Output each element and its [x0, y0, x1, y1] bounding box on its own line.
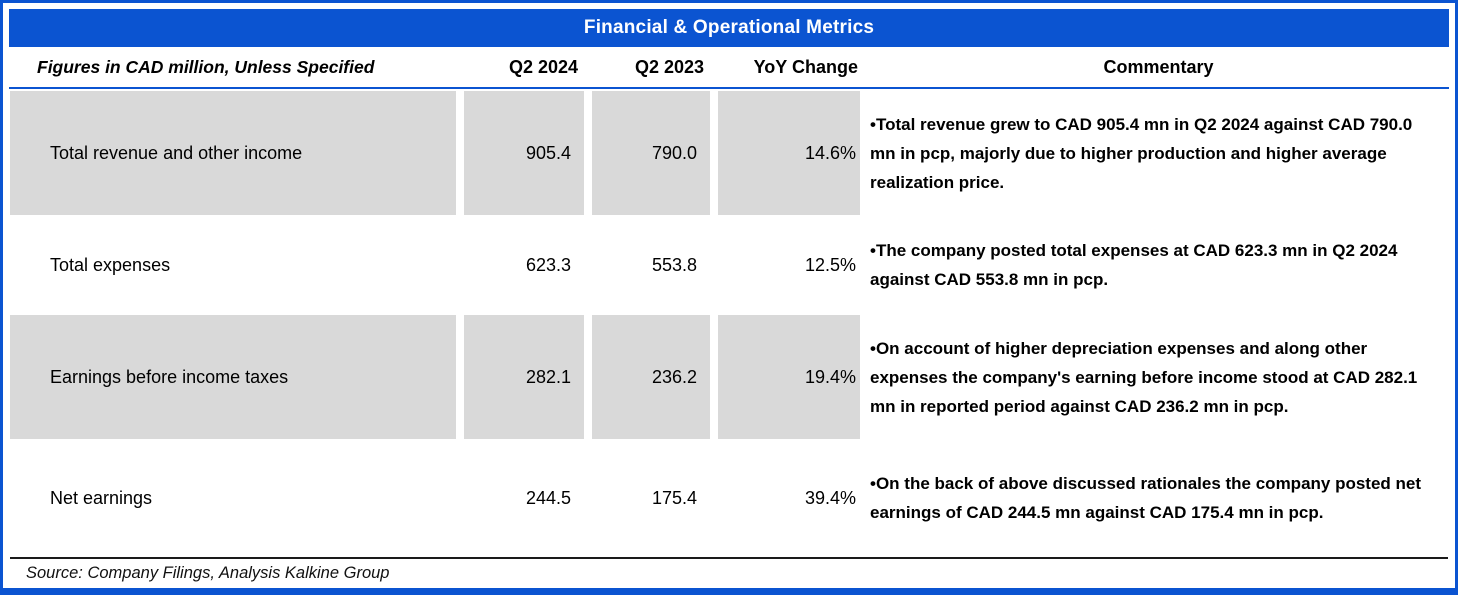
q2-2024-value: 244.5 — [525, 487, 571, 508]
yoy-change-value: 12.5% — [804, 254, 856, 275]
table-title-bar: Financial & Operational Metrics — [9, 9, 1449, 47]
table-row-net-earnings: Net earnings 244.5 175.4 39.4% •On the b… — [10, 439, 1449, 557]
metric-label: Total expenses — [50, 254, 171, 275]
column-header-q2-2023: Q2 2023 — [634, 56, 704, 77]
q2-2024-value: 282.1 — [464, 315, 584, 439]
table-row-total-revenue: Total revenue and other income 905.4 790… — [10, 91, 1449, 215]
q2-2024-value: 905.4 — [464, 91, 584, 215]
commentary-bullet: •The company posted total expenses at CA… — [870, 241, 1398, 289]
footer-divider-rule — [10, 557, 1448, 559]
table-body: Total revenue and other income 905.4 790… — [3, 89, 1455, 557]
table-row-total-expenses: Total expenses 623.3 553.8 12.5% •The co… — [10, 215, 1449, 315]
header-divider-rule — [9, 87, 1449, 89]
yoy-change-value: 14.6% — [718, 91, 860, 215]
commentary-bullet: •On account of higher depreciation expen… — [870, 338, 1418, 416]
table-row-earnings-before-taxes: Earnings before income taxes 282.1 236.2… — [10, 315, 1449, 439]
column-header-yoy-change: YoY Change — [753, 56, 858, 77]
commentary-bullet: •On the back of above discussed rational… — [870, 474, 1422, 522]
yoy-change-value: 39.4% — [804, 487, 856, 508]
q2-2023-value: 553.8 — [651, 254, 697, 275]
column-header-commentary: Commentary — [1103, 56, 1214, 77]
q2-2023-value: 236.2 — [592, 315, 710, 439]
column-header-row: Figures in CAD million, Unless Specified… — [10, 47, 1449, 87]
metric-label: Total revenue and other income — [10, 91, 456, 215]
q2-2023-value: 790.0 — [592, 91, 710, 215]
column-header-q2-2024: Q2 2024 — [508, 56, 578, 77]
yoy-change-value: 19.4% — [718, 315, 860, 439]
q2-2024-value: 623.3 — [525, 254, 571, 275]
metric-label: Earnings before income taxes — [10, 315, 456, 439]
column-header-figures: Figures in CAD million, Unless Specified — [37, 56, 375, 77]
commentary-bullet: •Total revenue grew to CAD 905.4 mn in Q… — [870, 114, 1413, 192]
table-title: Financial & Operational Metrics — [583, 17, 875, 38]
metric-label: Net earnings — [50, 487, 153, 508]
source-note: Source: Company Filings, Analysis Kalkin… — [26, 564, 390, 582]
q2-2023-value: 175.4 — [651, 487, 697, 508]
